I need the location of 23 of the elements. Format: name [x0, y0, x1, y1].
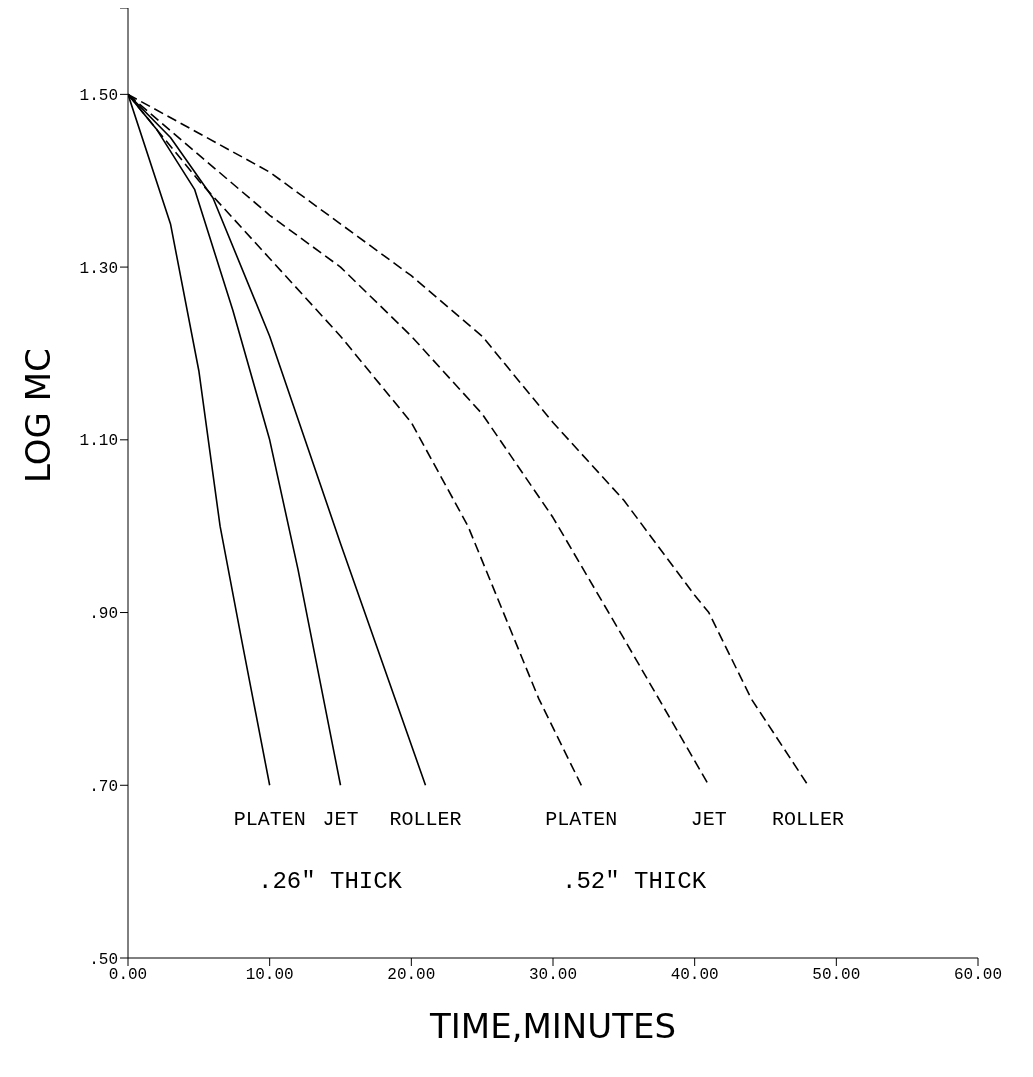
x-tick-label: 10.00 [245, 966, 294, 985]
y-tick-label: 1.10 [79, 432, 118, 451]
y-tick-label: 1.30 [79, 259, 118, 278]
series-label: PLATEN [233, 808, 306, 832]
x-axis-title: TIME,MINUTES [429, 1006, 676, 1046]
y-tick-label: .50 [89, 950, 118, 969]
series-label: JET [690, 808, 727, 832]
annotation: .26" THICK [258, 868, 403, 895]
x-tick-label: 30.00 [528, 966, 578, 985]
annotation: .52" THICK [562, 868, 707, 895]
series-label: ROLLER [771, 808, 845, 832]
y-tick-label: .90 [89, 605, 118, 624]
x-tick-label: 0.00 [108, 966, 148, 985]
x-tick-label: 50.00 [812, 966, 861, 985]
y-axis-title: LOG MC [18, 348, 59, 483]
series-label: PLATEN [545, 808, 618, 832]
x-tick-label: 40.00 [670, 966, 719, 985]
series-label: ROLLER [389, 808, 462, 832]
series-label: JET [322, 808, 359, 832]
y-tick-label: .70 [89, 777, 118, 796]
y-tick-label: 1.50 [79, 87, 118, 106]
x-tick-label: 60.00 [953, 966, 1003, 985]
x-tick-label: 20.00 [387, 966, 436, 985]
